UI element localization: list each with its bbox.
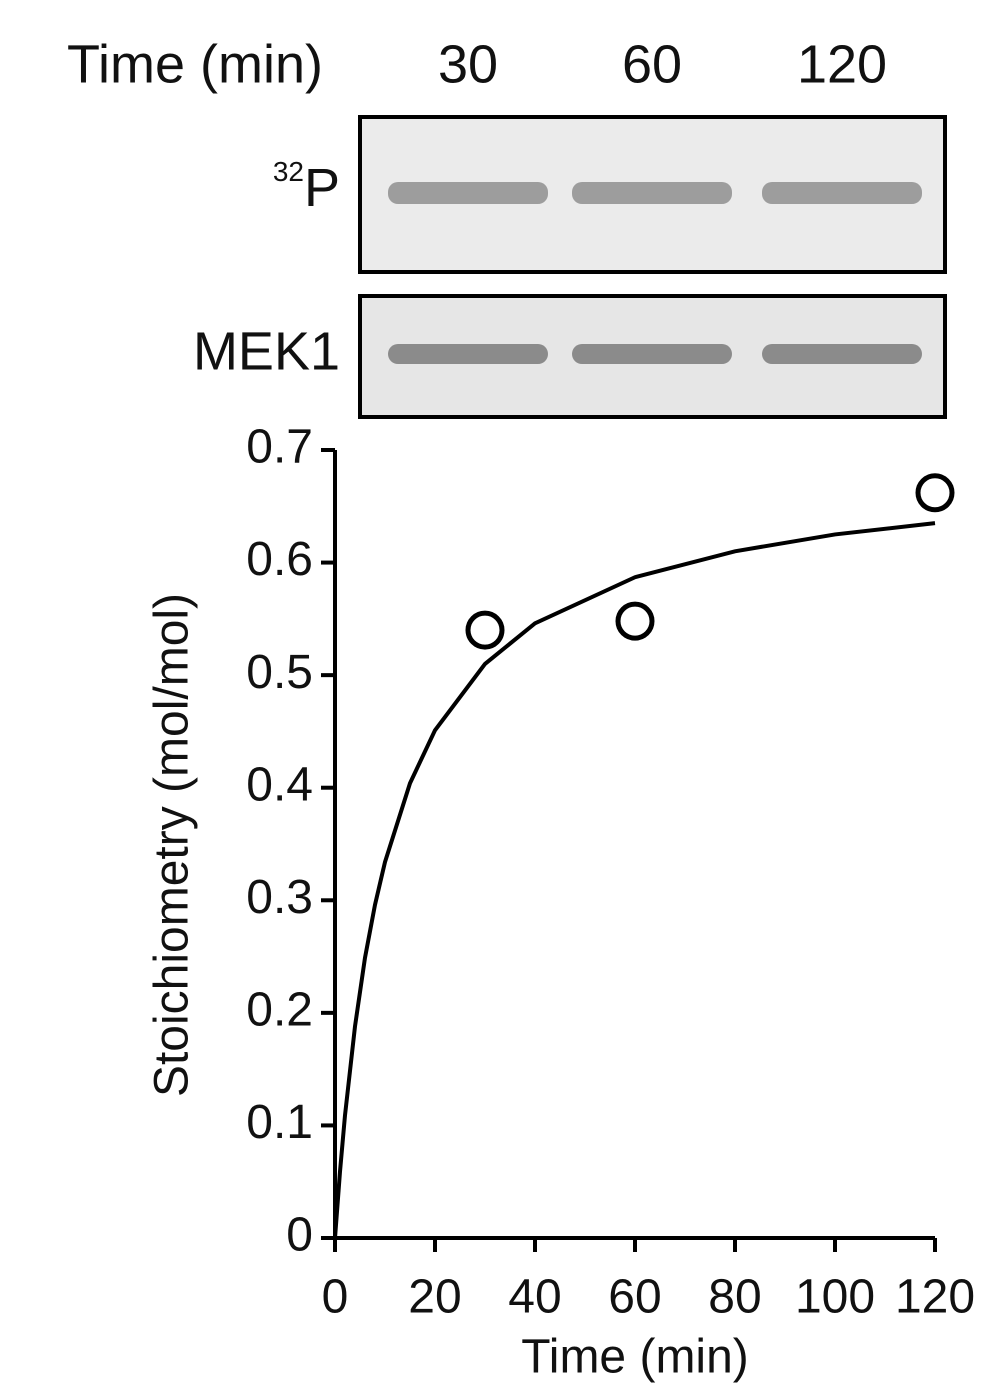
y-axis-title: Stoichiometry (mol/mol) — [146, 593, 199, 1097]
y-tick-label: 0.2 — [246, 984, 313, 1037]
gel-row-label: MEK1 — [193, 321, 340, 381]
data-point — [468, 613, 502, 647]
x-tick-label: 60 — [608, 1271, 661, 1324]
band — [572, 344, 732, 364]
lane-label: 120 — [797, 34, 887, 94]
superscript: 32 — [273, 156, 304, 187]
y-tick-label: 0.7 — [246, 421, 313, 474]
data-point — [618, 604, 652, 638]
lane-label: 30 — [438, 34, 498, 94]
x-tick-label: 0 — [322, 1271, 349, 1324]
y-tick-label: 0.4 — [246, 758, 313, 811]
x-tick-label: 100 — [795, 1271, 875, 1324]
x-tick-label: 40 — [508, 1271, 561, 1324]
y-tick-label: 0.5 — [246, 646, 313, 699]
band — [572, 182, 732, 204]
band — [388, 182, 548, 204]
band — [762, 344, 922, 364]
band — [762, 182, 922, 204]
x-axis-title: Time (min) — [521, 1331, 749, 1384]
figure: Time (min) 32P MEK1 Stoichiometry (mol/m… — [0, 0, 986, 1389]
band — [388, 344, 548, 364]
y-tick-label: 0 — [286, 1209, 313, 1262]
data-point — [918, 476, 952, 510]
x-tick-label: 120 — [895, 1271, 975, 1324]
row-label: P — [304, 158, 340, 218]
y-tick-label: 0.3 — [246, 871, 313, 924]
lane-label: 60 — [622, 34, 682, 94]
y-tick-label: 0.6 — [246, 533, 313, 586]
x-tick-label: 20 — [408, 1271, 461, 1324]
x-tick-label: 80 — [708, 1271, 761, 1324]
gel-row-label: 32P — [273, 156, 340, 218]
gel-header: Time (min) — [67, 34, 323, 94]
y-tick-label: 0.1 — [246, 1096, 313, 1149]
